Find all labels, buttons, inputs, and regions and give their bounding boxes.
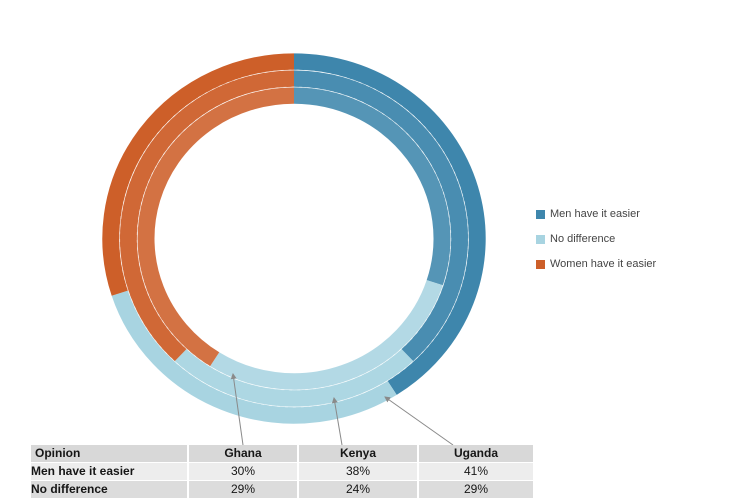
ring-separator-line xyxy=(136,86,452,391)
legend-color-swatch-icon xyxy=(536,209,545,219)
donut-segment-ghana-1 xyxy=(210,280,443,390)
table-header-row: Opinion Ghana Kenya Uganda xyxy=(31,445,533,462)
legend-color-swatch-icon xyxy=(536,259,545,269)
leader-line-ghana xyxy=(230,373,244,446)
donut-segment-uganda-1 xyxy=(111,290,397,424)
table-header-country: Uganda xyxy=(419,445,533,462)
table-header-country: Ghana xyxy=(189,445,297,462)
donut-segment-kenya-2 xyxy=(119,70,295,362)
table-header-opinion: Opinion xyxy=(31,445,187,462)
legend-color-swatch-icon xyxy=(536,234,545,244)
donut-segment-kenya-0 xyxy=(293,70,469,362)
legend-label: Women have it easier xyxy=(550,258,657,270)
legend-item: No difference xyxy=(536,233,656,245)
donut-segment-kenya-1 xyxy=(174,349,414,407)
legend-label: No difference xyxy=(550,233,616,245)
donut-segment-ghana-2 xyxy=(137,87,295,367)
value-cell: 38% xyxy=(299,463,417,480)
donut-rings xyxy=(102,53,486,424)
chart-legend: Men have it easier No difference Women hav… xyxy=(536,208,656,283)
row-label-cell: Men have it easier xyxy=(31,463,187,480)
table-header-country: Kenya xyxy=(299,445,417,462)
donut-segment-uganda-0 xyxy=(293,53,486,395)
legend-label: Men have it easier xyxy=(550,208,640,220)
leader-line-kenya xyxy=(331,397,343,446)
value-cell: 30% xyxy=(189,463,297,480)
value-cell: 41% xyxy=(419,463,533,480)
ring-separator-line xyxy=(119,69,469,408)
data-table: Opinion Ghana Kenya Uganda Men have it easie… xyxy=(29,444,535,499)
table-row: Men have it easier 30% 38% 41% xyxy=(31,463,533,480)
legend-item: Men have it easier xyxy=(536,208,656,220)
donut-segment-uganda-2 xyxy=(102,53,295,296)
legend-item: Women have it easier xyxy=(536,258,656,270)
leader-line-uganda xyxy=(384,396,454,446)
donut-segment-ghana-0 xyxy=(293,87,451,286)
leader-lines xyxy=(230,373,454,446)
